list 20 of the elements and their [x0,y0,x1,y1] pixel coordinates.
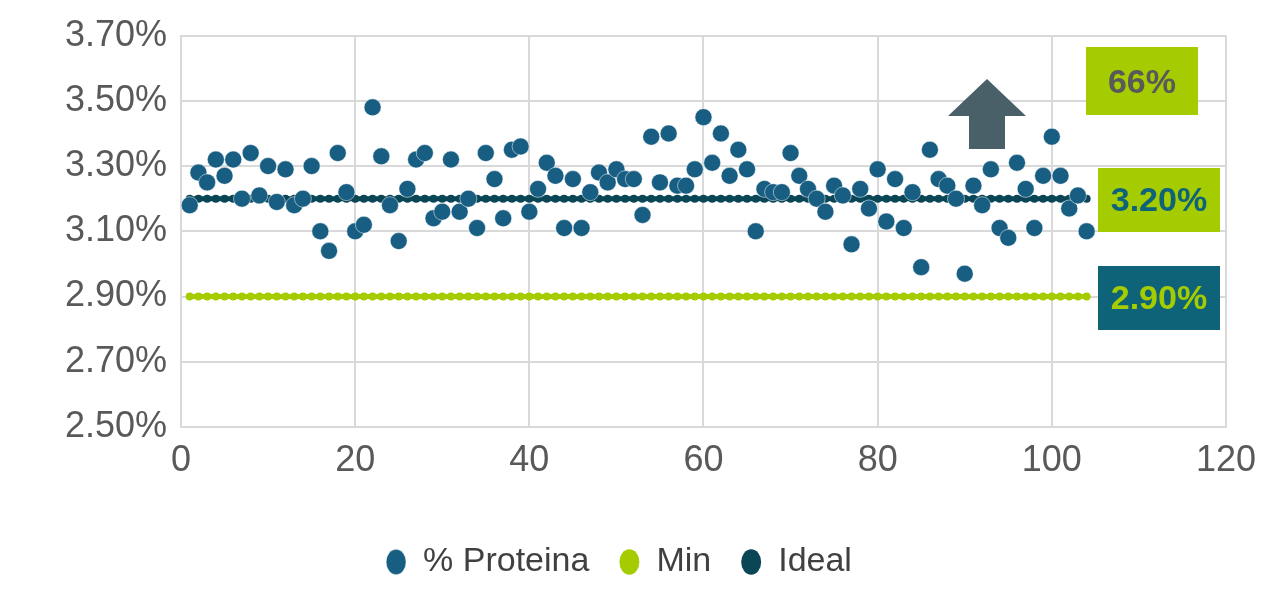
x-tick-label: 60 [683,437,724,479]
annotation: 3.20% [1097,167,1220,232]
x-tick-label: 40 [509,437,550,479]
x-tick-label: 0 [170,437,192,479]
annotation: 2.90% [1097,265,1220,330]
x-tick-label: 120 [1195,437,1257,479]
y-tick-label: 2.90% [64,273,167,315]
y-tick-label: 3.50% [64,77,167,119]
legend-label: Min [656,540,712,579]
y-tick-label: 2.70% [64,338,167,380]
annotation: 66% [1085,47,1198,115]
x-tick-label: 100 [1021,437,1082,479]
x-tick-label: 80 [857,437,898,479]
y-tick-label: 3.10% [64,208,167,250]
legend-label: Ideal [778,540,852,579]
y-tick-label: 2.50% [64,403,167,445]
legend-label: % Proteina [423,540,590,579]
y-tick-label: 3.30% [64,142,167,184]
x-tick-label: 20 [335,437,376,479]
y-tick-label: 3.70% [64,12,167,54]
